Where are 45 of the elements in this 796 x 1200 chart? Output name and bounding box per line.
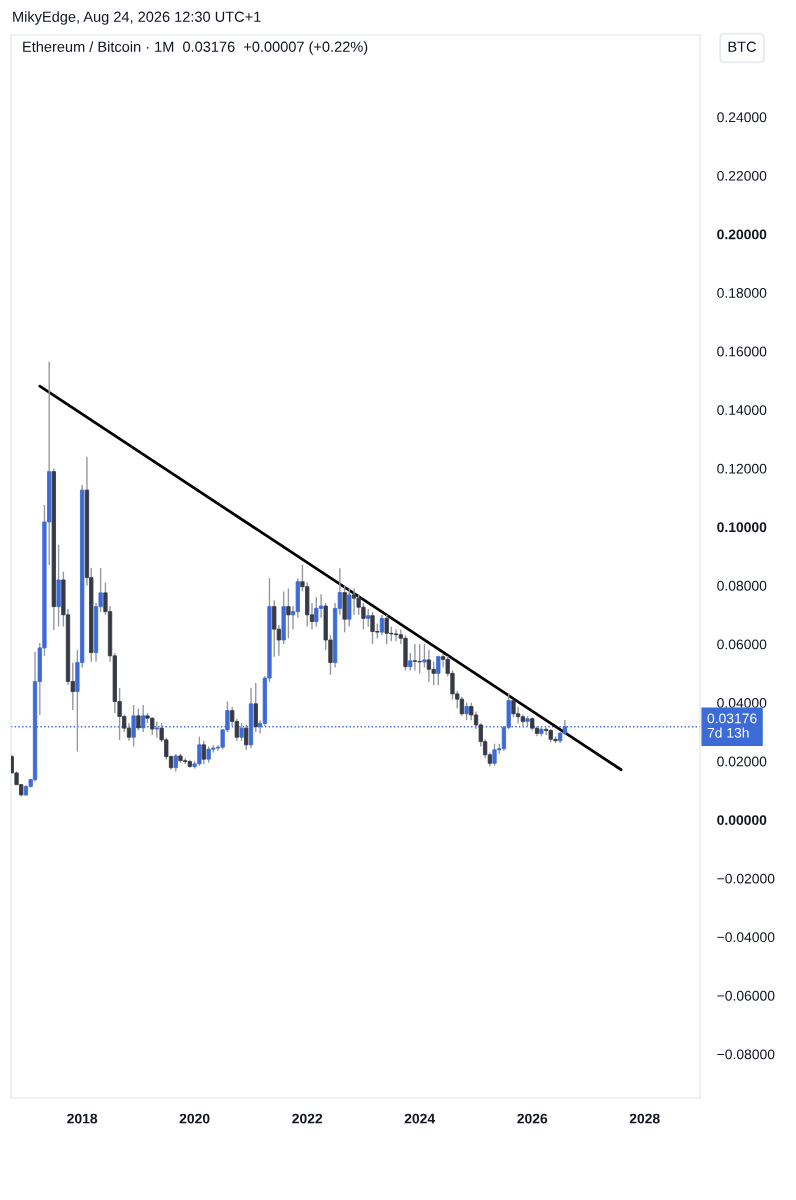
candlestick: [543, 726, 549, 736]
candlestick: [412, 643, 418, 672]
candlestick: [422, 643, 427, 669]
y-tick-label: 0.08000: [717, 580, 767, 591]
candlestick: [272, 599, 277, 658]
y-tick-label: 0.10000: [717, 522, 767, 533]
x-tick-label: 2028: [629, 1113, 660, 1124]
y-tick-label: −0.08000: [717, 1049, 775, 1060]
candlestick: [417, 643, 422, 675]
candlestick: [318, 593, 324, 619]
candlestick: [136, 707, 141, 732]
y-tick-label: 0.02000: [717, 756, 767, 767]
candlestick: [426, 649, 432, 683]
y-tick-label: −0.02000: [717, 873, 775, 884]
candlestick: [379, 614, 385, 637]
y-tick-label: 0.22000: [717, 170, 767, 181]
candlestick: [201, 740, 206, 765]
candlestick: [393, 628, 399, 642]
ref-line-label: 0.03176 7d 13h: [707, 713, 757, 738]
candlestick: [131, 704, 136, 748]
y-tick-label: 0.18000: [717, 288, 767, 298]
x-tick-label: 2020: [179, 1113, 210, 1124]
y-tick-label: 0.24000: [717, 112, 767, 123]
candlestick: [314, 596, 319, 628]
candlestick: [351, 587, 357, 616]
y-tick-label: 0.20000: [717, 229, 767, 240]
y-tick-label: 0.16000: [717, 346, 767, 357]
y-tick-label: 0.12000: [717, 463, 767, 474]
y-tick-label: 0.14000: [717, 405, 767, 415]
y-tick-label: −0.06000: [717, 990, 775, 1001]
y-tick-label: 0.04000: [717, 698, 767, 708]
x-tick-label: 2018: [67, 1113, 98, 1124]
candlestick: [286, 587, 291, 639]
candlestick: [253, 682, 258, 733]
text: MikyEdge, Aug 24, 2026 12:30 UTC+1: [13, 11, 261, 25]
y-tick-label: 0.00000: [717, 815, 767, 825]
x-tick-label: 2024: [404, 1113, 436, 1124]
y-tick-label: 0.06000: [717, 639, 767, 650]
candlestick: [244, 723, 249, 751]
chart-title: Ethereum / Bitcoin · 1M 0.03176 +0.00007 (+0.22%): [23, 41, 368, 55]
x-tick-label: 2026: [517, 1113, 548, 1124]
y-tick-label: −0.04000: [717, 932, 775, 943]
y-axis-title: BTC: [728, 41, 757, 52]
candlestick: [436, 655, 441, 686]
x-tick-label: 2022: [292, 1113, 323, 1124]
